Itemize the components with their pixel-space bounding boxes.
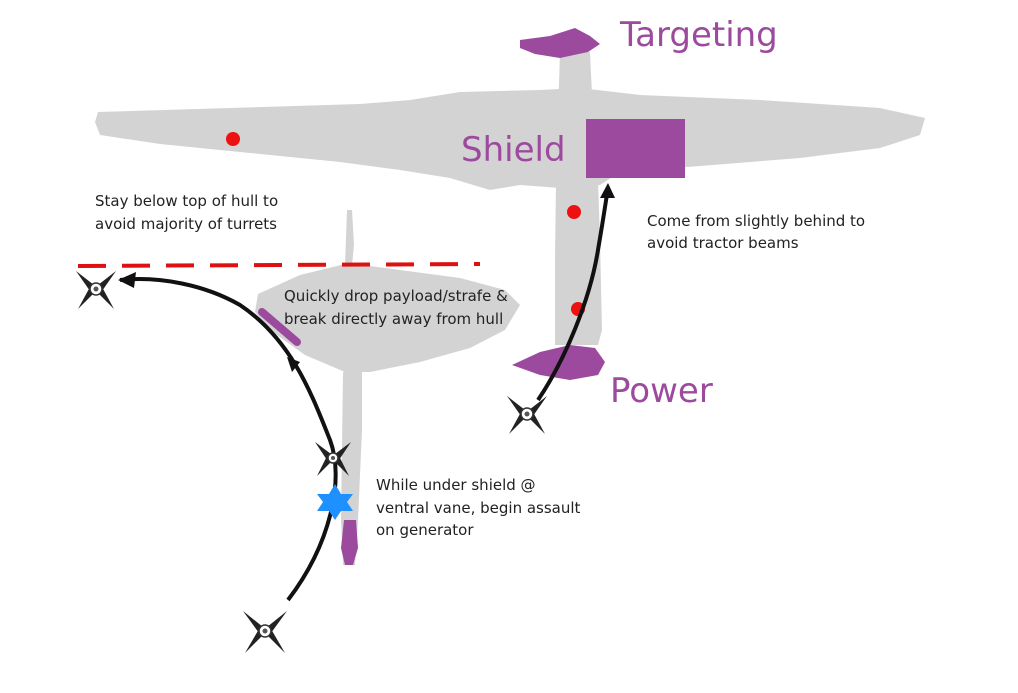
path-curve	[119, 277, 338, 602]
tie-fighter-icon	[76, 271, 116, 309]
note-tractor-line-1: Come from slightly behind to	[647, 212, 865, 230]
note-vane: While under shield @ ventral vane, begin…	[376, 476, 581, 539]
label-power: Power	[610, 371, 713, 411]
tie-fighter-icon	[243, 611, 287, 653]
note-payload-line-1: Quickly drop payload/strafe &	[284, 287, 508, 305]
turret-dot-icon	[567, 205, 581, 219]
note-payload: Quickly drop payload/strafe & break dire…	[284, 287, 508, 328]
note-vane-line-3: on generator	[376, 521, 474, 539]
note-vane-line-1: While under shield @	[376, 476, 536, 494]
hull-top-limit-line	[77, 262, 481, 268]
note-tractor: Come from slightly behind to avoid tract…	[647, 212, 865, 252]
arrowhead-icon	[287, 357, 300, 372]
note-payload-line-2: break directly away from hull	[284, 310, 503, 328]
path-curve	[536, 187, 610, 402]
note-turrets-line-2: avoid majority of turrets	[95, 215, 277, 233]
attack-path-left	[118, 272, 338, 602]
note-tractor-line-2: avoid tractor beams	[647, 234, 799, 252]
side-ship-hull	[255, 264, 520, 372]
note-turrets: Stay below top of hull to avoid majority…	[95, 192, 278, 233]
label-shield: Shield	[461, 130, 566, 170]
side-ship-target-strip	[258, 308, 301, 346]
side-ship-generator	[341, 520, 358, 565]
label-targeting: Targeting	[619, 15, 778, 55]
note-vane-line-2: ventral vane, begin assault	[376, 499, 581, 517]
targeting-module	[520, 28, 600, 58]
side-ship-vane	[341, 372, 362, 565]
arrowhead-icon	[118, 272, 136, 288]
arrowhead-icon	[600, 183, 615, 198]
star-marker-icon	[317, 484, 353, 520]
main-ship	[95, 28, 925, 380]
turret-dot-icon	[226, 132, 240, 146]
tie-fighter-icon	[507, 396, 547, 434]
main-wing-hull	[95, 88, 925, 190]
tie-fighter-icon	[315, 442, 351, 476]
attack-path-right	[536, 183, 615, 402]
note-turrets-line-1: Stay below top of hull to	[95, 192, 278, 210]
side-ship-mast	[345, 210, 354, 265]
shield-generator	[586, 119, 685, 178]
side-ship	[255, 210, 520, 565]
